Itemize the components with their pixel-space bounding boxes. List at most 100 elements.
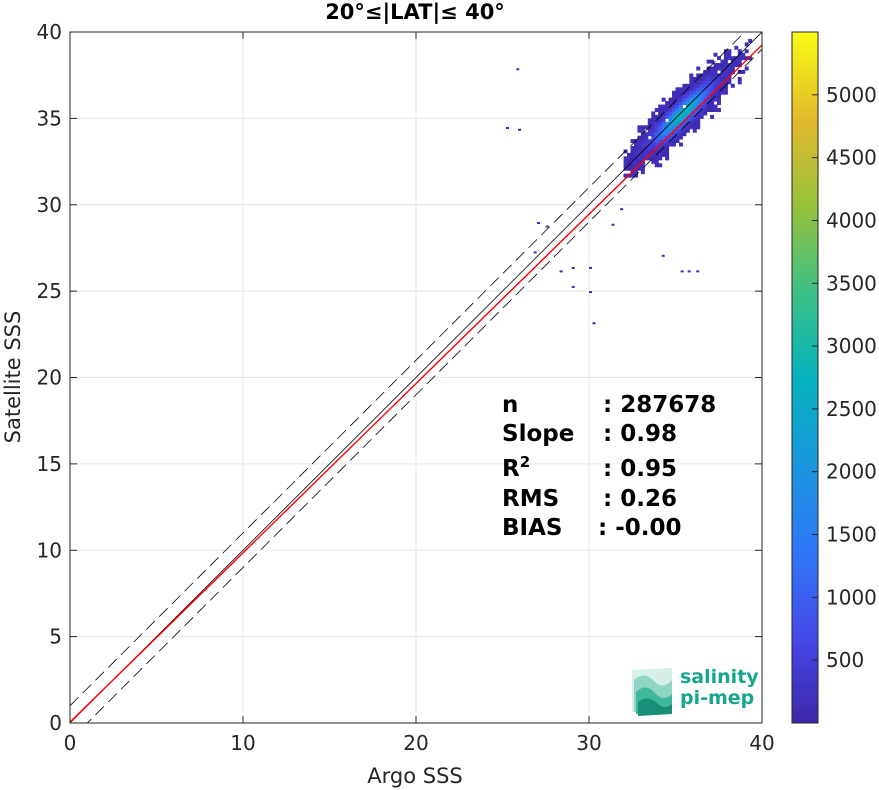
x-tick-label: 0	[64, 731, 77, 755]
density-cell	[703, 80, 708, 85]
density-cell	[730, 83, 735, 88]
density-cell	[675, 111, 680, 116]
y-tick-label: 20	[37, 366, 62, 390]
density-cell	[678, 108, 683, 112]
density-cell	[723, 73, 728, 78]
density-cell	[713, 66, 718, 71]
density-cell	[689, 94, 694, 99]
density-cell	[651, 135, 656, 140]
y-axis-label: Satellite SSS	[1, 311, 25, 444]
colorbar-tick-label: 2000	[826, 460, 877, 484]
density-cell	[682, 101, 687, 106]
density-cell	[682, 94, 687, 99]
stat-r2-label: R2	[502, 453, 530, 482]
outlier-point	[680, 270, 684, 273]
colorbar	[791, 31, 819, 724]
density-cell	[723, 90, 728, 95]
density-cell	[654, 108, 659, 112]
density-cell	[685, 101, 690, 106]
density-cell	[689, 108, 694, 112]
density-cell	[658, 163, 663, 168]
density-cell	[661, 135, 666, 140]
density-cell	[661, 118, 666, 123]
outlier-point	[589, 291, 592, 294]
density-cell	[654, 114, 659, 119]
density-cell	[730, 63, 735, 68]
density-cell	[717, 80, 721, 85]
density-cell	[710, 66, 715, 71]
density-cell	[623, 159, 628, 164]
density-cell	[675, 94, 680, 99]
density-cell	[685, 111, 690, 116]
density-cell	[689, 114, 694, 119]
density-cell	[637, 156, 642, 161]
density-cell	[717, 94, 721, 99]
density-cell	[723, 80, 728, 85]
density-cell	[713, 70, 718, 74]
density-cell	[651, 132, 656, 137]
density-cell	[678, 118, 683, 123]
density-cell	[640, 128, 645, 133]
density-cell	[644, 149, 649, 154]
density-cell	[706, 104, 711, 109]
density-cell	[654, 139, 659, 144]
density-cell	[717, 87, 721, 92]
density-cell	[644, 135, 649, 140]
density-cell	[685, 94, 690, 99]
stat-bias-value: : -0.00	[598, 515, 682, 541]
density-cell	[692, 111, 697, 116]
density-cell	[706, 80, 711, 85]
y-tick-label: 30	[37, 193, 62, 217]
density-cell	[651, 152, 656, 157]
density-cell	[678, 128, 683, 133]
density-cell	[672, 108, 676, 112]
density-cell	[720, 90, 725, 95]
density-cell	[696, 83, 701, 88]
density-cell	[696, 114, 701, 119]
density-cell	[668, 114, 673, 119]
stat-r2-superscript: 2	[520, 453, 530, 471]
density-cell	[710, 59, 715, 64]
density-cell	[689, 87, 694, 92]
density-cell	[682, 121, 687, 126]
density-cell	[730, 56, 735, 61]
density-cell	[658, 139, 663, 144]
density-cell	[723, 70, 728, 74]
density-cell	[675, 118, 680, 123]
density-cell	[647, 118, 652, 123]
density-cell	[713, 90, 718, 95]
salinity-pi-mep-logo: salinity pi-mep	[632, 666, 759, 716]
density-cell	[665, 128, 670, 133]
density-cell	[748, 38, 753, 43]
x-tick-label: 20	[403, 731, 428, 755]
stat-n-label: n	[502, 392, 518, 418]
density-cell	[640, 125, 645, 130]
density-cell	[741, 56, 746, 61]
density-cell	[737, 76, 742, 81]
density-cell	[654, 142, 659, 147]
density-cell	[720, 63, 725, 68]
density-cell	[727, 80, 732, 85]
density-cell	[696, 97, 701, 102]
density-cell	[692, 83, 697, 88]
density-cell	[699, 80, 704, 85]
density-cell	[661, 121, 666, 126]
outlier-point	[696, 270, 700, 273]
density-cell	[717, 56, 721, 61]
density-cell	[706, 108, 711, 112]
density-cell	[713, 104, 718, 109]
density-cell	[685, 97, 690, 102]
density-cell	[630, 149, 635, 154]
outlier-point	[545, 225, 549, 228]
outlier-point	[661, 254, 665, 257]
outlier-point	[592, 322, 596, 325]
density-cell	[699, 114, 704, 119]
density-cell	[627, 159, 632, 164]
density-cell	[647, 146, 652, 150]
density-cell	[672, 111, 676, 116]
density-cell	[685, 128, 690, 133]
density-cell	[710, 114, 715, 119]
density-cell	[644, 142, 649, 147]
outlier-point	[571, 266, 575, 269]
density-cell	[734, 59, 739, 64]
